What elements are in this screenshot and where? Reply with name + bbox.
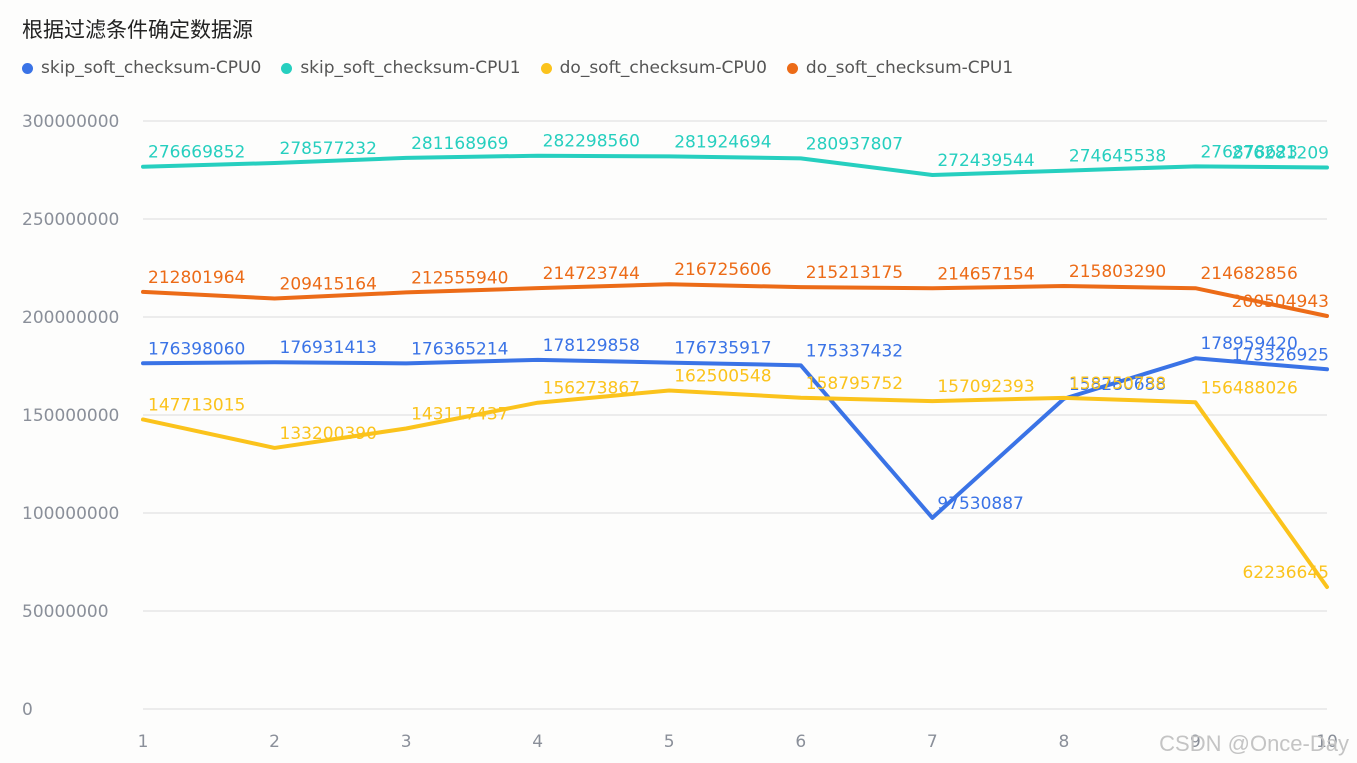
data-label: 276281209 — [1232, 143, 1329, 163]
data-label: 212555940 — [411, 268, 508, 288]
data-label: 178129858 — [543, 336, 640, 356]
data-label: 215803290 — [1069, 262, 1166, 282]
x-axis: 1 2 3 4 5 6 7 8 9 10 — [138, 732, 1338, 752]
data-label: 133200390 — [280, 424, 377, 444]
data-label: 162500548 — [674, 366, 771, 386]
data-label: 215213175 — [806, 263, 903, 283]
series-line-skip_soft_checksum-CPU0 — [141, 356, 1329, 520]
data-label: 156273867 — [543, 379, 640, 399]
data-label: 274645538 — [1069, 147, 1166, 167]
data-label: 282298560 — [543, 132, 640, 152]
data-label: 281924694 — [674, 132, 771, 152]
data-label: 158795752 — [806, 374, 903, 394]
legend-dot-icon — [22, 62, 33, 74]
data-label: 158750738 — [1069, 374, 1166, 394]
legend-item-do-cpu1[interactable]: do_soft_checksum-CPU1 — [786, 58, 1014, 78]
data-label: 214682856 — [1200, 264, 1297, 284]
y-tick-label: 250000000 — [22, 210, 119, 230]
legend-label: do_soft_checksum-CPU0 — [559, 58, 767, 78]
x-tick-label: 3 — [401, 732, 412, 752]
data-label: 176735917 — [674, 339, 771, 359]
x-tick-label: 1 — [138, 732, 149, 752]
data-label: 212801964 — [148, 268, 245, 288]
data-label: 158280688 — [1069, 375, 1166, 395]
data-label: 178959420 — [1200, 334, 1297, 354]
y-tick-label: 150000000 — [22, 406, 119, 426]
data-label: 175337432 — [806, 341, 903, 361]
chart-title: 根据过滤条件确定数据源 — [22, 18, 253, 42]
x-tick-label: 9 — [1190, 732, 1201, 752]
data-label: 214723744 — [543, 264, 640, 284]
x-tick-label: 5 — [664, 732, 675, 752]
watermark: CSDN @Once-Day — [1159, 731, 1349, 756]
legend-dot-icon — [281, 62, 293, 74]
legend-item-do-cpu0[interactable]: do_soft_checksum-CPU0 — [540, 58, 767, 78]
data-label: 143117437 — [411, 404, 508, 424]
legend-item-skip-cpu1[interactable]: skip_soft_checksum-CPU1 — [281, 58, 521, 78]
x-tick-label: 4 — [532, 732, 543, 752]
y-tick-label: 200000000 — [22, 308, 119, 328]
legend-dot-icon — [786, 62, 798, 74]
series-line-do_soft_checksum-CPU1 — [141, 282, 1329, 319]
data-label: 173326925 — [1232, 345, 1329, 365]
x-tick-label: 8 — [1058, 732, 1069, 752]
y-tick-label: 50000000 — [22, 602, 109, 622]
x-tick-label: 2 — [269, 732, 280, 752]
y-axis: 0 50000000 100000000 150000000 200000000 2500… — [22, 112, 119, 720]
data-label: 147713015 — [148, 395, 245, 415]
x-tick-label: 10 — [1316, 732, 1338, 752]
legend-label: do_soft_checksum-CPU1 — [805, 58, 1014, 78]
grid — [143, 120, 1327, 710]
data-label: 209415164 — [280, 275, 377, 295]
y-tick-label: 0 — [22, 700, 33, 720]
data-label: 157092393 — [937, 377, 1034, 397]
data-label: 278577232 — [280, 139, 377, 159]
data-label: 176398060 — [148, 339, 245, 359]
legend-label: skip_soft_checksum-CPU1 — [300, 58, 521, 78]
x-tick-label: 6 — [795, 732, 806, 752]
legend-label: skip_soft_checksum-CPU0 — [41, 58, 262, 78]
data-label: 280937807 — [806, 134, 903, 154]
data-label: 276669852 — [148, 143, 245, 163]
series-line-skip_soft_checksum-CPU1 — [141, 153, 1329, 178]
data-label: 214657154 — [937, 264, 1034, 284]
data-label: 272439544 — [937, 151, 1034, 171]
data-label: 281168969 — [411, 134, 508, 154]
series — [141, 153, 1329, 590]
legend-dot-icon — [540, 62, 552, 74]
data-label: 97530887 — [937, 494, 1024, 514]
series-line-do_soft_checksum-CPU0 — [141, 388, 1329, 590]
legend-item-skip-cpu0[interactable]: skip_soft_checksum-CPU0 — [22, 58, 261, 78]
y-tick-label: 300000000 — [22, 112, 119, 132]
x-tick-label: 7 — [927, 732, 938, 752]
data-label: 176365214 — [411, 339, 508, 359]
legend: skip_soft_checksum-CPU0 skip_soft_checks… — [22, 58, 1033, 78]
y-tick-label: 100000000 — [22, 504, 119, 524]
data-label: 276878623 — [1200, 142, 1297, 162]
data-label: 156488026 — [1200, 378, 1297, 398]
data-label: 200504943 — [1232, 292, 1329, 312]
data-label: 216725606 — [674, 260, 771, 280]
data-label: 62236645 — [1242, 563, 1329, 583]
data-labels: 176398060 176931413 176365214 178129858 1767… — [148, 132, 1329, 583]
data-label: 176931413 — [280, 338, 377, 358]
